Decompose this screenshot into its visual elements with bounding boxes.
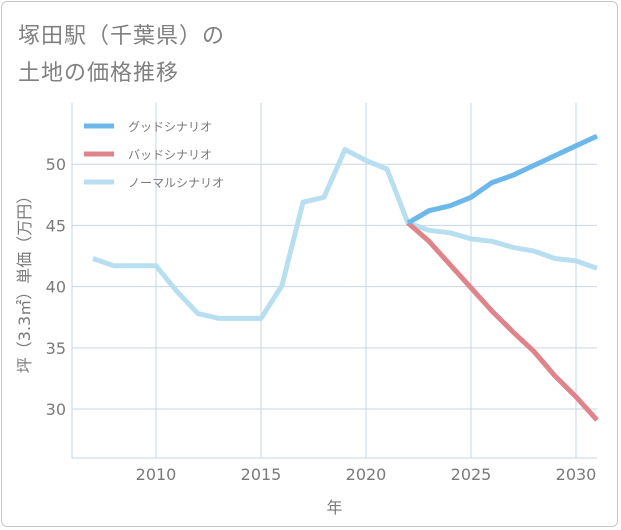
legend-item-good: グッドシナリオ (84, 120, 212, 134)
chart-title-line-2: 土地の価格推移 (18, 61, 180, 86)
x-tick-label: 2010 (136, 465, 177, 484)
series-line-normal (92, 147, 598, 321)
x-tick-label: 2030 (556, 465, 597, 484)
legend-item-bad: バッドシナリオ (84, 148, 212, 162)
x-axis-title: 年 (326, 498, 342, 517)
series-line-bad (406, 221, 599, 422)
legend-label: グッドシナリオ (128, 120, 212, 134)
y-tick-label: 35 (46, 339, 66, 358)
tick-labels: 2010 2015 2020 2025 2030 30 35 40 45 50 (46, 155, 597, 484)
series-line-good (406, 133, 599, 226)
chart-title-line-1: 塚田駅（千葉県）の (18, 24, 226, 49)
y-tick-label: 45 (46, 216, 66, 235)
y-tick-label: 50 (46, 155, 66, 174)
y-axis-title: 坪（3.3㎡）単価（万円） (15, 188, 34, 373)
legend-label: ノーマルシナリオ (128, 176, 224, 190)
series-lines (92, 133, 599, 422)
legend-item-normal: ノーマルシナリオ (84, 176, 224, 190)
x-tick-label: 2015 (241, 465, 282, 484)
x-tick-label: 2025 (451, 465, 492, 484)
legend-label: バッドシナリオ (128, 148, 212, 162)
y-tick-label: 40 (46, 278, 66, 297)
grid-lines (71, 103, 597, 459)
y-tick-label: 30 (46, 400, 66, 419)
x-tick-label: 2020 (346, 465, 387, 484)
